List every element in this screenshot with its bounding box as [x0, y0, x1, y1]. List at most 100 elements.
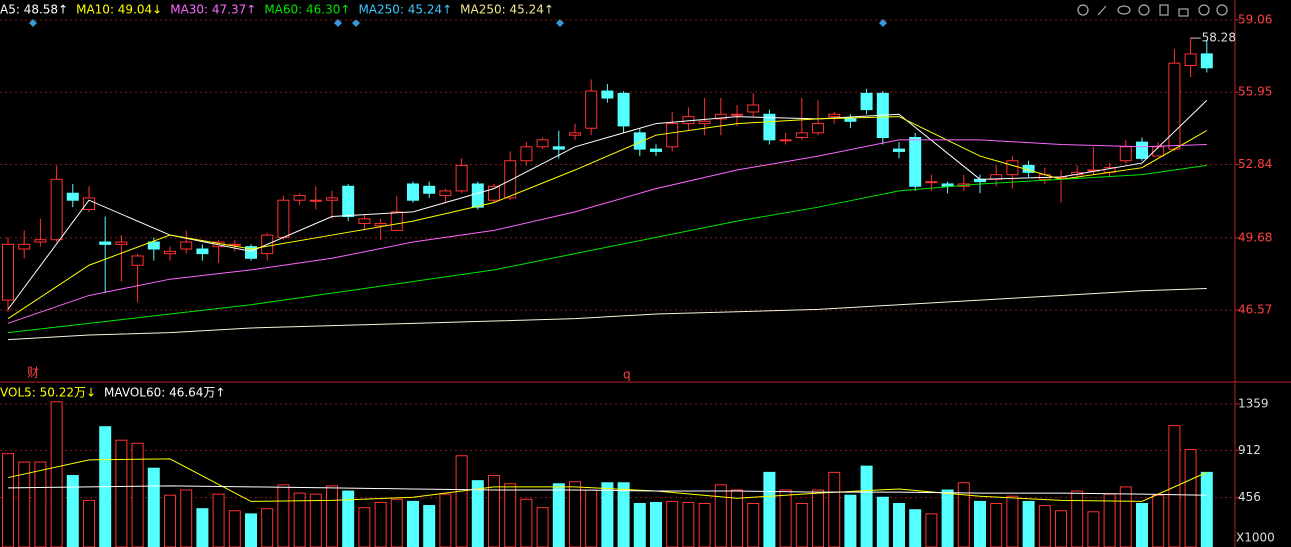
candle-body [2, 243, 14, 301]
candle-body [585, 90, 598, 129]
volume-bar [617, 482, 630, 547]
candle-body [277, 199, 290, 238]
volume-bar [504, 483, 517, 547]
candle-body [1136, 141, 1148, 159]
draw-icon[interactable] [1097, 5, 1107, 16]
volume-bar [488, 474, 500, 547]
candle-body [99, 241, 112, 245]
moving-average-line [7, 139, 1207, 324]
event-diamond[interactable] [879, 19, 887, 27]
y-tick-label: 49.68 [1238, 230, 1272, 244]
candle-body [795, 132, 808, 139]
legend-entry: MA250: 45.24↑ [358, 3, 452, 17]
legend-entry: MA30: 47.37↑ [170, 3, 256, 17]
candle-body [471, 183, 484, 208]
volume-bar [974, 500, 986, 547]
event-marker: 财 [27, 366, 39, 380]
candle-body [390, 211, 403, 231]
moving-average-line [7, 164, 1207, 334]
event-diamond[interactable] [556, 19, 564, 27]
volume-bar [471, 480, 484, 547]
moving-average-line [7, 116, 1208, 320]
volume-bar [844, 494, 857, 547]
volume-bar [990, 502, 1003, 547]
volume-bar [66, 474, 79, 547]
volume-bar [212, 493, 225, 547]
event-diamond[interactable] [334, 19, 342, 27]
volume-bar [714, 484, 727, 547]
candle-body [617, 92, 630, 127]
zoom-out-icon[interactable] [1216, 4, 1228, 16]
candle-body [812, 123, 824, 134]
volume-bar [147, 467, 160, 547]
volume-bar [196, 508, 209, 547]
candle-body [1006, 160, 1019, 176]
zoom-in-icon[interactable] [1198, 4, 1210, 16]
volume-bar [828, 471, 841, 547]
volume-bar [1006, 495, 1019, 547]
volume-bar [34, 461, 47, 547]
moving-average-line [7, 99, 1208, 310]
candle-body [164, 250, 176, 255]
volume-bar [698, 502, 711, 547]
candle-body [245, 246, 257, 259]
candle-body [504, 160, 517, 199]
volume-bar [585, 489, 598, 547]
candle-body [131, 255, 144, 266]
volume-bar [180, 489, 193, 547]
candle-body [893, 148, 905, 152]
volume-bar [423, 505, 436, 547]
y-tick-label: 59.06 [1238, 12, 1272, 26]
volume-bar [407, 500, 419, 547]
volume-bar [1103, 493, 1116, 547]
candle-body [1119, 146, 1132, 162]
volume-bar [763, 471, 776, 547]
volume-bar [390, 498, 403, 547]
volume-bar [779, 489, 792, 547]
candle-body [34, 239, 47, 243]
candle-body [536, 139, 549, 148]
candle-body [488, 185, 500, 201]
volume-bar [277, 484, 290, 547]
candle-body [1200, 53, 1213, 69]
candle-body [1168, 62, 1181, 150]
candle-body [633, 132, 646, 150]
candle-body [423, 185, 436, 194]
volume-bar [326, 485, 338, 547]
candle-body [293, 195, 306, 201]
candle-body [83, 197, 95, 211]
y-tick-label: 55.95 [1238, 85, 1272, 99]
volume-bar [536, 507, 549, 547]
y-tick-label: 52.84 [1238, 157, 1272, 171]
candle-body [844, 118, 857, 122]
volume-bar [83, 499, 95, 547]
settings-icon[interactable] [1077, 4, 1089, 16]
volume-bar [115, 439, 128, 547]
candle-body [747, 104, 760, 113]
volume-bar [569, 481, 581, 547]
volume-bar [1168, 425, 1181, 547]
volume-bar [601, 482, 614, 547]
candle-body [601, 90, 614, 99]
moving-average-line [7, 287, 1207, 341]
volume-bar [293, 492, 306, 547]
candle-body [828, 113, 841, 118]
event-diamond[interactable] [352, 19, 360, 27]
volume-bar [893, 502, 905, 547]
volume-bar [1184, 449, 1197, 547]
event-diamond[interactable] [29, 19, 37, 27]
candle-body [147, 241, 160, 250]
volume-bar [164, 494, 176, 547]
volume-bar [1087, 511, 1100, 547]
hand-icon[interactable] [1159, 4, 1169, 16]
volume-bar [1136, 502, 1148, 547]
volume-bar [552, 483, 565, 547]
rotate-icon[interactable] [1138, 4, 1150, 16]
volume-legend-entry: VOL5: 50.22万↓ [0, 386, 96, 400]
lock-icon[interactable] [1178, 8, 1189, 17]
moving-average-line [7, 458, 1208, 502]
volume-bar [925, 513, 938, 547]
legend-entry: MA250: 45.24↑ [460, 3, 554, 17]
eye-icon[interactable] [1117, 5, 1131, 15]
